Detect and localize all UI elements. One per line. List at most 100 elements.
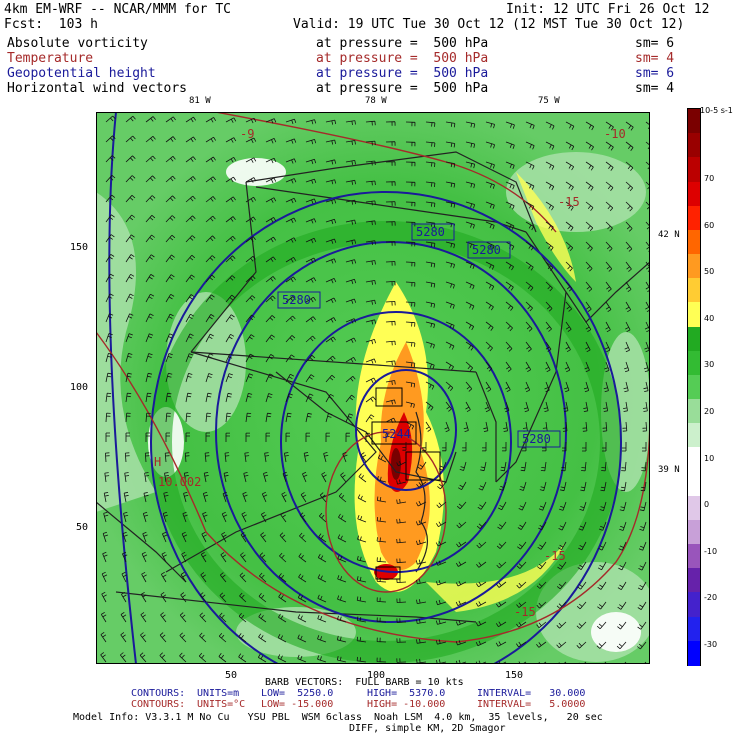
wind-barb [125, 313, 134, 323]
wind-barb [181, 551, 187, 563]
wind-barb [225, 137, 237, 143]
wind-barb [536, 581, 547, 589]
model-info: Model Info: V3.3.1 M No Cu YSU PBL WSM 6… [73, 712, 603, 723]
wind-barb [585, 121, 595, 131]
wind-barb [105, 194, 116, 203]
wind-barb [225, 392, 232, 403]
lon-label-81w: 81 W [189, 96, 211, 106]
wind-barb [585, 281, 593, 292]
wind-barb [105, 392, 112, 403]
wind-barb [141, 571, 147, 583]
wind-barb [360, 452, 367, 463]
white-patch-1 [226, 158, 286, 186]
x-tick-150: 150 [505, 670, 524, 681]
wind-barb [245, 432, 250, 442]
wind-barb [356, 596, 367, 603]
wind-barb [365, 396, 376, 403]
wind-barb [202, 511, 208, 523]
wind-barb [396, 578, 407, 583]
wind-barb [345, 337, 357, 343]
wind-barb [299, 532, 307, 543]
wind-barb [604, 361, 610, 373]
wind-barb [620, 481, 627, 492]
wind-barb [264, 452, 270, 463]
wind-barb [585, 301, 592, 312]
wind-barb [121, 571, 127, 583]
wind-barb [445, 181, 456, 188]
colorbar-label: 40 [704, 313, 715, 323]
wind-barb [220, 552, 227, 563]
wind-barb [643, 361, 650, 373]
wind-barb [225, 373, 233, 383]
wind-barb [356, 656, 367, 663]
wind-barb [325, 297, 337, 304]
wind-barb [396, 499, 407, 504]
wind-barb [225, 235, 236, 243]
wind-barb [638, 561, 647, 571]
wind-barb [365, 180, 376, 186]
wind-barb [160, 612, 167, 623]
wind-barb [337, 554, 347, 563]
wind-barb [416, 481, 427, 488]
wind-barb [245, 177, 257, 183]
wind-barb [225, 275, 236, 283]
wind-barb [180, 571, 187, 583]
contours-temp-interval: INTERVAL= 5.0000 [477, 699, 586, 710]
wind-barb [365, 358, 377, 364]
yellow-arm-se [426, 542, 566, 612]
height-label-1: 5280 [416, 225, 445, 239]
wind-barb [543, 401, 549, 412]
wind-barb [616, 641, 627, 650]
wind-barb [265, 354, 275, 363]
colorbar [687, 108, 701, 666]
wind-barb [365, 299, 376, 305]
wind-barb [345, 432, 350, 442]
wind-barb [105, 372, 112, 383]
wind-barb [185, 274, 195, 283]
wind-barb [165, 313, 174, 323]
region-box-1 [375, 387, 403, 407]
wind-barb [385, 261, 396, 266]
wind-barb [139, 652, 147, 663]
wind-barb [405, 401, 415, 408]
wind-barb [377, 476, 387, 483]
height-contour-4 [355, 369, 457, 491]
wind-barb [562, 442, 567, 452]
wind-barb [484, 401, 490, 413]
wind-barb [522, 442, 527, 452]
wind-barb [505, 281, 514, 291]
wind-barb [565, 321, 572, 332]
wind-barb [303, 452, 309, 463]
wind-barb [497, 521, 507, 530]
region-box-4 [375, 566, 401, 580]
wind-barb [602, 442, 607, 452]
wind-barb [500, 461, 507, 472]
wind-barb [585, 321, 592, 333]
wind-barb [642, 401, 648, 412]
wind-barb [205, 255, 216, 263]
wind-barb [598, 541, 607, 551]
temp-label-4: -15 [514, 605, 536, 619]
wind-barb [625, 121, 634, 131]
wind-barb [385, 221, 396, 226]
wind-barb [585, 161, 594, 171]
wind-barb [564, 381, 570, 393]
wind-barb [385, 241, 396, 246]
wind-barb [376, 516, 387, 523]
wind-barb [485, 281, 495, 291]
wind-barb [218, 632, 227, 643]
wind-barb [559, 501, 567, 511]
wind-barb [122, 551, 128, 563]
wind-barb [599, 501, 607, 511]
wind-barb [435, 580, 447, 586]
wind-barb [476, 521, 487, 530]
wind-barb [516, 621, 527, 628]
wind-barb [305, 277, 317, 283]
wind-barb [345, 394, 355, 403]
field-smoothing: sm= 4 [635, 51, 675, 66]
field-pressure: at pressure = 500 hPa [316, 51, 489, 66]
wind-barb [463, 421, 469, 432]
colorbar-label: 70 [704, 174, 715, 183]
colorbar-label: 0 [704, 500, 710, 510]
wind-barb [542, 442, 547, 452]
